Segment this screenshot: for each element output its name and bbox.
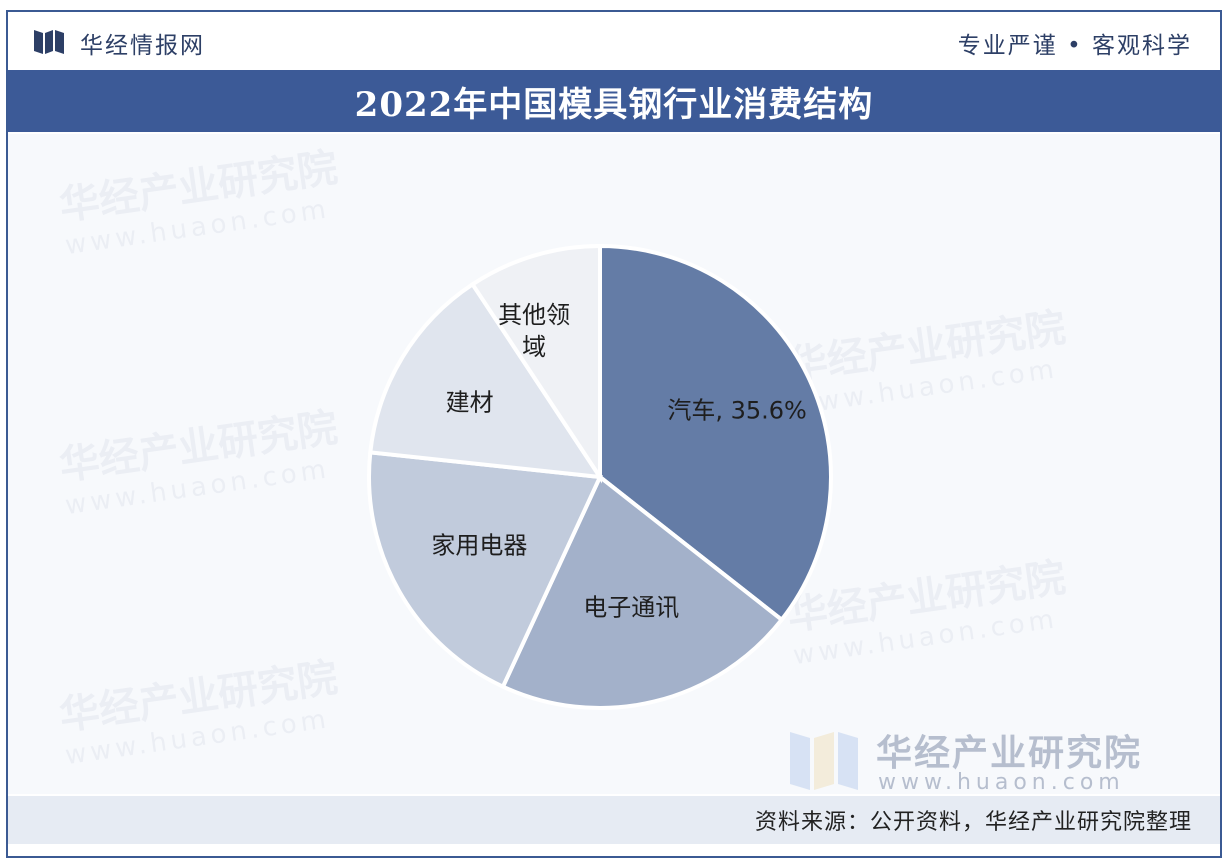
bottom-watermark-logo: 华经产业研究院 www.huaon.com	[790, 720, 1180, 800]
pie-label-2: 电子通讯	[583, 593, 679, 621]
watermark-logo-url: www.huaon.com	[878, 770, 1125, 795]
pie-slice-2	[500, 473, 785, 710]
pie-slice-3	[367, 450, 603, 690]
chart-title: 2022年中国模具钢行业消费结构	[354, 84, 874, 125]
pie-label-1: 汽车, 35.6%	[667, 396, 807, 424]
pie-slice-1	[598, 243, 833, 623]
brand-name: 华经情报网	[80, 33, 205, 59]
source-note: 资料来源：公开资料，华经产业研究院整理	[754, 810, 1192, 835]
slogan: 专业严谨 • 客观科学	[957, 33, 1192, 59]
top-bar: 华经情报网 专业严谨 • 客观科学	[8, 12, 1220, 68]
brand-logo-icon	[34, 30, 64, 54]
pie-label-5: 其他领域	[498, 301, 570, 361]
pie-label-4: 建材	[446, 389, 494, 417]
watermark-logo-icon	[790, 732, 858, 790]
footer-band: 资料来源：公开资料，华经产业研究院整理	[8, 796, 1220, 844]
pie-slice-5	[469, 243, 602, 484]
pie-slice-4	[368, 281, 605, 480]
title-band: 2022年中国模具钢行业消费结构	[8, 70, 1220, 132]
watermark-logo-name: 华经产业研究院	[876, 733, 1143, 774]
pie-label-3: 家用电器	[431, 531, 527, 559]
